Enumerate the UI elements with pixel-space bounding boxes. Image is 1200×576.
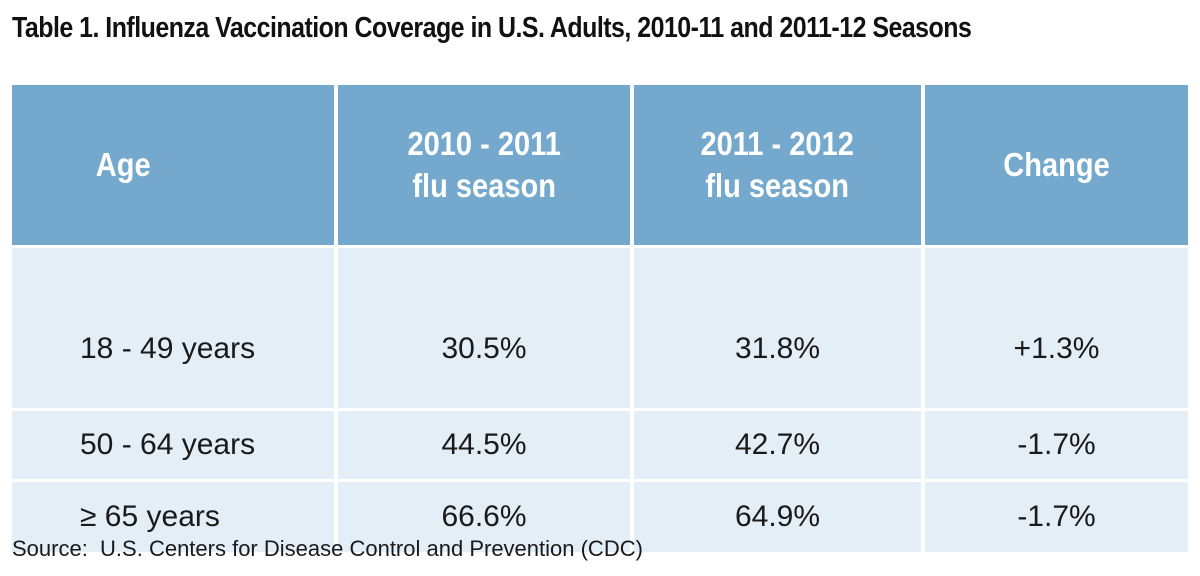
vaccination-table-container: Age 2010 - 2011 flu season 2011 - 2012 f… [12,85,1188,552]
cell-2010-2011: 66.6% [336,480,634,552]
header-age: Age [12,85,338,248]
table-row: 18 - 49 years 30.5% 31.8% +1.3% [12,246,1188,411]
header-2011-2012: 2011 - 2012 flu season [632,85,925,248]
cell-age: 50 - 64 years [12,409,338,482]
table-row: ≥ 65 years 66.6% 64.9% -1.7% [12,480,1188,552]
header-2010-2011-years: 2010 - 2011 [407,125,561,162]
header-2011-2012-subtitle: flu season [705,167,850,204]
vaccination-coverage-table: Age 2010 - 2011 flu season 2011 - 2012 f… [12,85,1188,552]
cell-change: +1.3% [923,246,1188,411]
table-title: Table 1. Influenza Vaccination Coverage … [12,12,972,44]
table-row: 50 - 64 years 44.5% 42.7% -1.7% [12,409,1188,482]
cell-change: -1.7% [923,480,1188,552]
cell-2011-2012: 42.7% [632,409,925,482]
cell-2010-2011: 44.5% [336,409,634,482]
header-age-label: Age [95,146,151,183]
header-2011-2012-years: 2011 - 2012 [700,125,855,162]
header-2010-2011-subtitle: flu season [412,167,556,204]
header-change: Change [923,85,1188,248]
cell-age: ≥ 65 years [12,480,338,552]
header-change-label: Change [1003,146,1110,183]
cell-2011-2012: 64.9% [632,480,925,552]
source-note: Source: U.S. Centers for Disease Control… [12,536,643,561]
header-2010-2011: 2010 - 2011 flu season [336,85,634,248]
cell-2010-2011: 30.5% [336,246,634,411]
cell-change: -1.7% [923,409,1188,482]
cell-2011-2012: 31.8% [632,246,925,411]
table-header-row: Age 2010 - 2011 flu season 2011 - 2012 f… [12,85,1188,248]
cell-age: 18 - 49 years [12,246,338,411]
